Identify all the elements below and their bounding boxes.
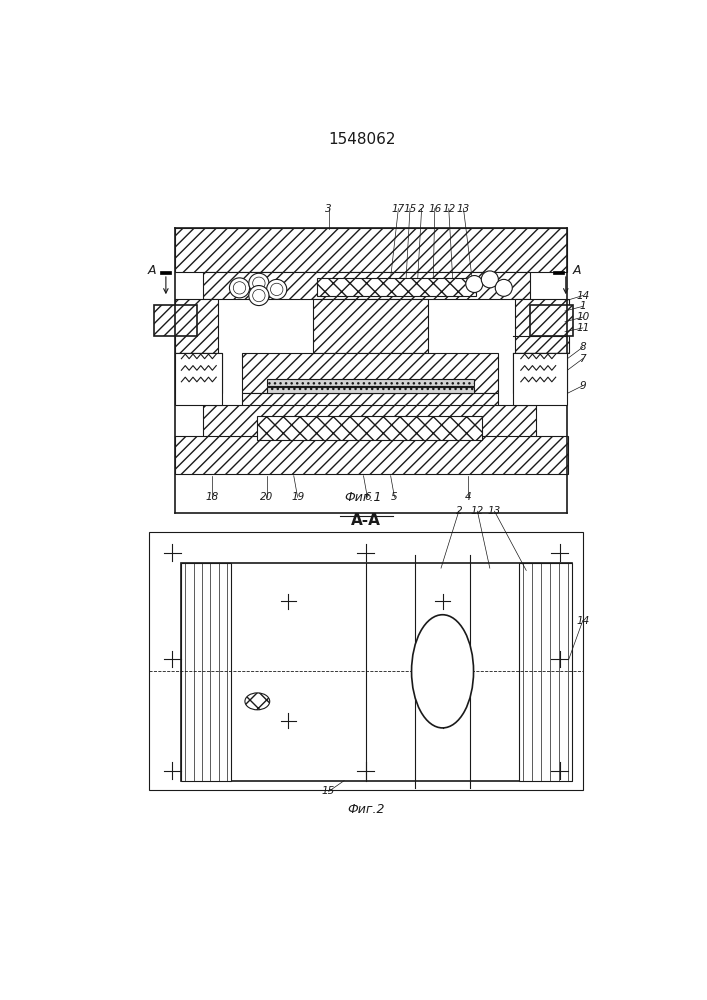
Text: 20: 20 — [260, 492, 273, 502]
Bar — [242, 353, 498, 393]
Text: Фиг.2: Фиг.2 — [347, 803, 385, 816]
Bar — [175, 353, 222, 393]
Bar — [203, 405, 537, 440]
Text: А-А: А-А — [351, 513, 381, 528]
Text: 15: 15 — [404, 204, 416, 214]
Bar — [149, 532, 583, 790]
Ellipse shape — [245, 693, 270, 710]
Text: 9: 9 — [580, 381, 586, 391]
Bar — [513, 353, 567, 405]
Text: 13: 13 — [488, 506, 501, 516]
Text: 7: 7 — [580, 354, 586, 364]
Circle shape — [252, 277, 265, 289]
Ellipse shape — [411, 615, 474, 728]
Bar — [175, 228, 567, 272]
Text: 13: 13 — [457, 204, 470, 214]
Text: А: А — [148, 264, 156, 277]
Bar — [267, 387, 474, 393]
Text: 3: 3 — [325, 204, 332, 214]
Bar — [519, 563, 572, 781]
Text: А: А — [573, 264, 581, 277]
Text: 19: 19 — [291, 492, 304, 502]
Circle shape — [271, 283, 283, 296]
Text: 4: 4 — [464, 492, 472, 502]
Circle shape — [230, 278, 250, 298]
Bar — [154, 305, 197, 336]
Bar — [257, 416, 482, 440]
Text: 8: 8 — [580, 342, 586, 352]
Bar — [175, 353, 222, 405]
Text: 15: 15 — [322, 786, 335, 796]
Bar — [515, 299, 569, 353]
Text: 14: 14 — [576, 291, 590, 301]
Text: 1548062: 1548062 — [328, 132, 396, 147]
Circle shape — [495, 279, 513, 296]
Circle shape — [233, 282, 246, 294]
Text: 17: 17 — [392, 204, 405, 214]
Bar — [182, 563, 572, 781]
Circle shape — [267, 279, 287, 299]
Bar — [160, 271, 171, 274]
Bar — [242, 393, 498, 420]
Bar — [317, 278, 476, 296]
Text: 16: 16 — [428, 204, 441, 214]
Text: 1: 1 — [580, 301, 586, 311]
Bar — [554, 271, 564, 274]
Text: 14: 14 — [576, 615, 590, 626]
Bar — [313, 299, 428, 353]
Text: 11: 11 — [576, 323, 590, 333]
Text: 10: 10 — [576, 312, 590, 322]
Text: 6: 6 — [364, 492, 370, 502]
Text: 2: 2 — [419, 204, 425, 214]
Text: 12: 12 — [471, 506, 484, 516]
Text: 2: 2 — [455, 506, 462, 516]
Bar — [267, 379, 474, 386]
Circle shape — [249, 273, 269, 293]
Circle shape — [466, 276, 483, 292]
Bar — [513, 353, 567, 393]
Bar — [182, 563, 231, 781]
Circle shape — [249, 286, 269, 306]
Text: 5: 5 — [391, 492, 398, 502]
Bar — [175, 436, 568, 474]
Bar — [175, 299, 218, 353]
Text: 12: 12 — [442, 204, 455, 214]
Bar — [530, 305, 573, 336]
Circle shape — [481, 271, 498, 288]
Text: Фиг.1: Фиг.1 — [345, 491, 382, 504]
Circle shape — [252, 289, 265, 302]
Bar — [203, 272, 530, 299]
Text: 18: 18 — [206, 492, 219, 502]
